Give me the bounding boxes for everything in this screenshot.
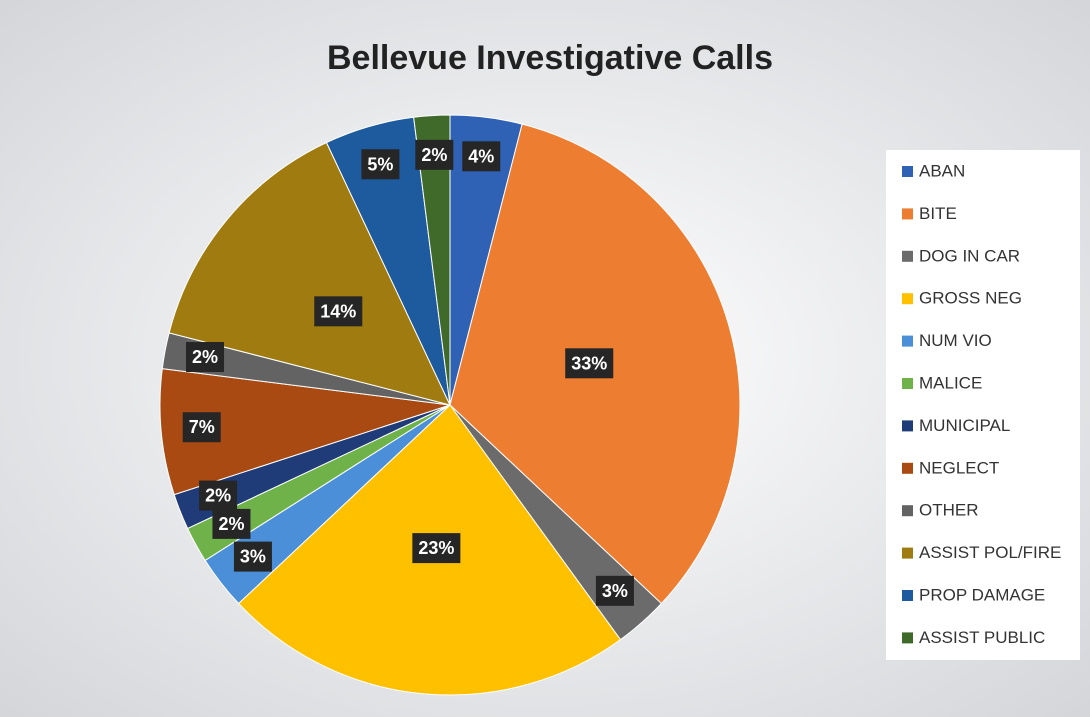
legend-label: NUM VIO xyxy=(919,331,992,350)
legend-swatch xyxy=(902,547,913,559)
data-label: 3% xyxy=(602,581,628,601)
legend-label: ABAN xyxy=(919,161,965,180)
legend-swatch xyxy=(902,632,913,644)
data-label: 5% xyxy=(367,154,393,174)
legend-box xyxy=(886,150,1080,660)
data-label: 23% xyxy=(418,538,454,558)
data-label: 2% xyxy=(218,514,244,534)
legend-swatch xyxy=(902,208,913,220)
data-label: 2% xyxy=(421,145,447,165)
legend-swatch xyxy=(902,590,913,601)
pie-slice xyxy=(168,141,451,406)
data-label-box xyxy=(415,139,454,170)
legend-swatch xyxy=(902,166,913,177)
legend-label: BITE xyxy=(919,204,957,223)
legend-label: ASSIST POL/FIRE xyxy=(919,543,1061,562)
legend-swatch xyxy=(902,420,913,432)
pie-slice xyxy=(413,114,451,406)
legend-swatch xyxy=(902,293,913,305)
data-label-box xyxy=(565,348,614,379)
data-label: 3% xyxy=(240,547,266,567)
pie-slice xyxy=(159,368,451,496)
data-label-box xyxy=(199,480,238,511)
legend-label: OTHER xyxy=(919,501,979,520)
data-label: 33% xyxy=(571,353,607,373)
data-label-box xyxy=(186,342,225,373)
legend-label: DOG IN CAR xyxy=(919,246,1020,265)
data-label: 14% xyxy=(320,301,356,321)
legend-swatch xyxy=(902,505,913,517)
data-label-box xyxy=(212,508,251,539)
legend-label: MALICE xyxy=(919,373,982,392)
legend-label: PROP DAMAGE xyxy=(919,585,1045,604)
data-label: 7% xyxy=(189,417,215,437)
legend-swatch xyxy=(902,462,913,474)
legend-label: NEGLECT xyxy=(919,458,999,477)
data-label-box xyxy=(361,149,400,180)
legend-label: ASSIST PUBLIC xyxy=(919,628,1045,647)
legend-swatch xyxy=(902,378,913,389)
data-label-box xyxy=(233,541,272,572)
data-label-box xyxy=(314,296,363,327)
legend-label: GROSS NEG xyxy=(919,289,1022,308)
data-label: 4% xyxy=(468,146,494,166)
legend-label: MUNICIPAL xyxy=(919,416,1010,435)
data-label: 2% xyxy=(205,486,231,506)
chart-title: Bellevue Investigative Calls xyxy=(327,39,773,77)
data-label-box xyxy=(182,412,221,443)
data-label-box xyxy=(412,533,461,564)
data-label: 2% xyxy=(192,347,218,367)
legend-swatch xyxy=(902,250,913,262)
data-label-box xyxy=(595,575,634,606)
data-label-box xyxy=(462,141,501,172)
legend-swatch xyxy=(902,335,913,347)
